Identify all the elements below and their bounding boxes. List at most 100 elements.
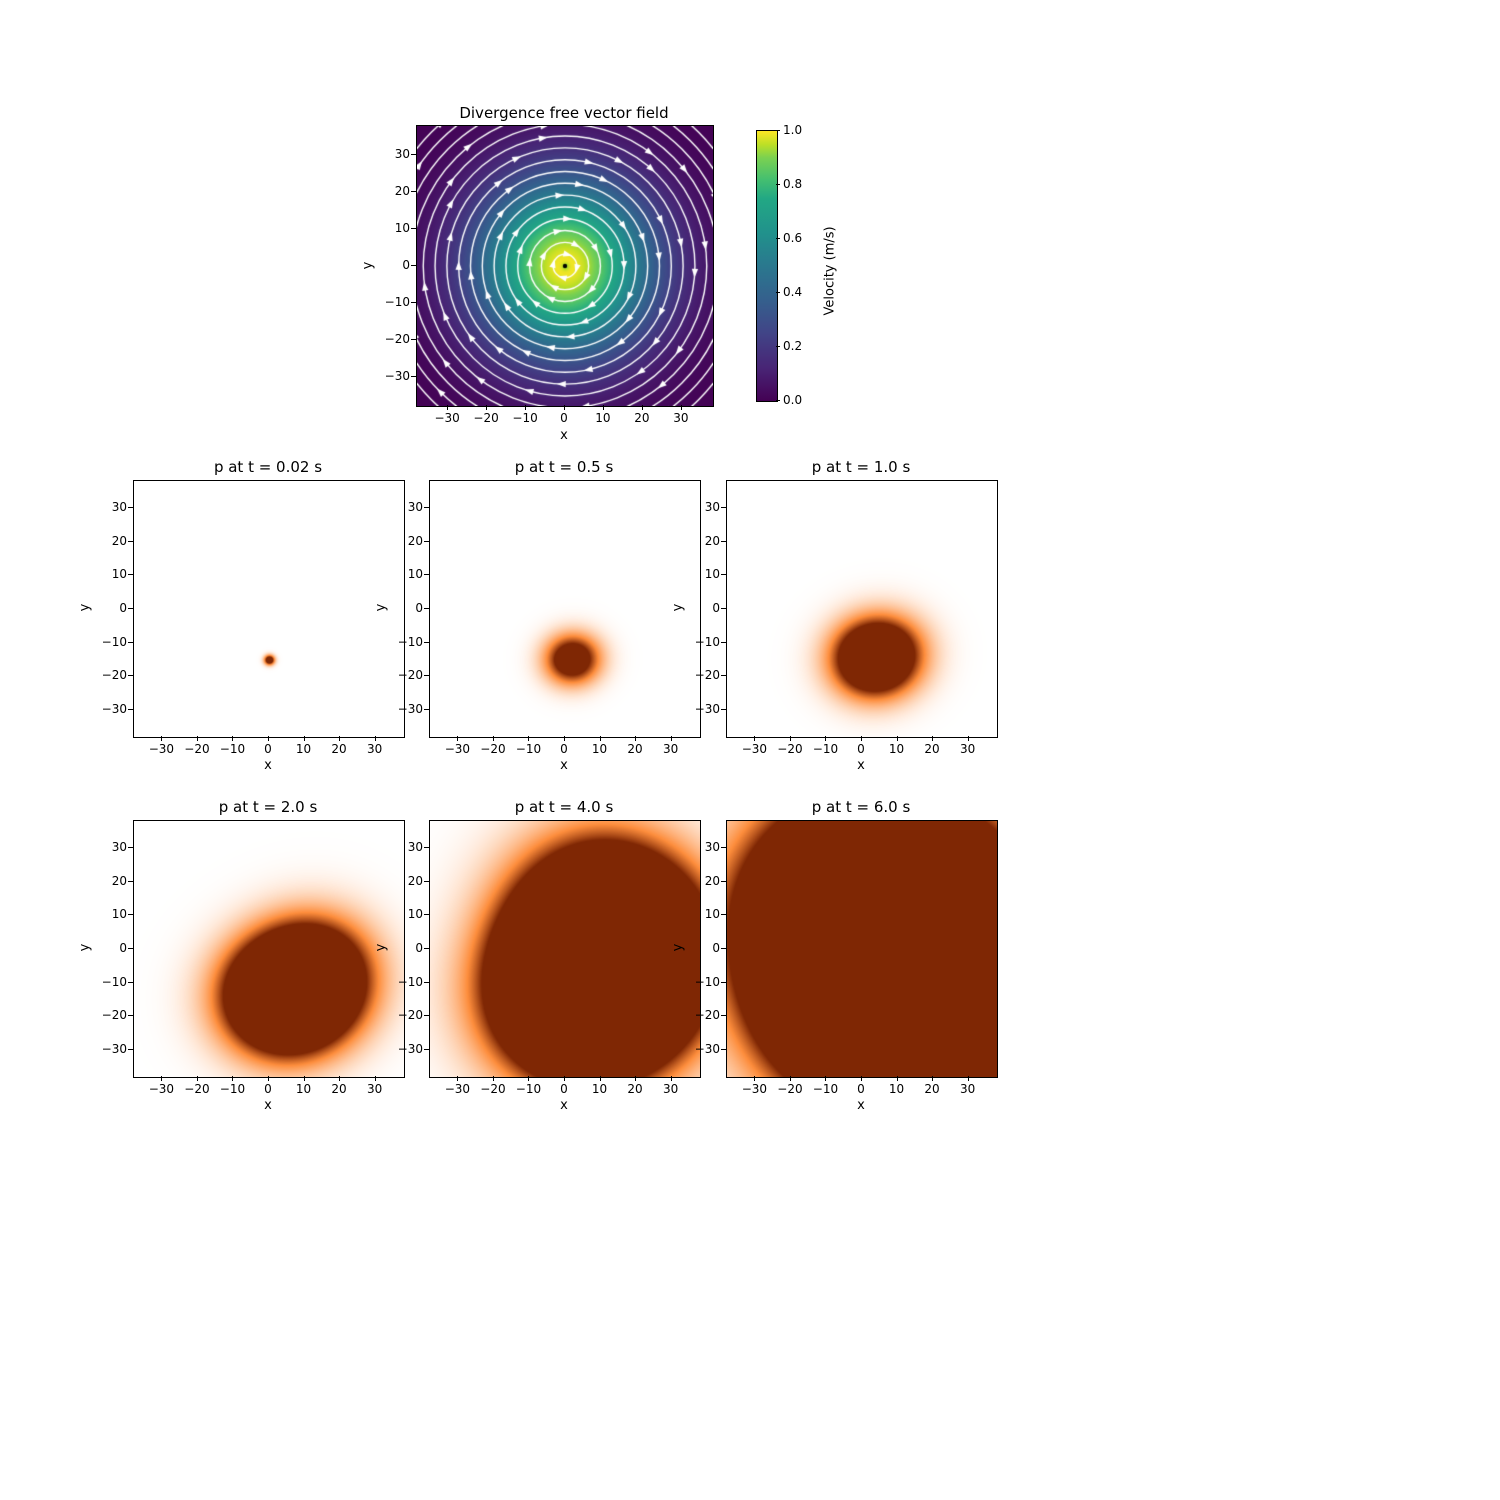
xtick-mark [564,1076,565,1081]
ytick-mark [424,914,429,915]
ytick-mark [424,982,429,983]
ytick-label: 0 [99,941,127,955]
ytick-label: 10 [395,567,423,581]
xtick-mark [825,1076,826,1081]
ytick-mark [721,642,726,643]
xtick-label: −10 [220,1082,245,1096]
ytick-mark [721,608,726,609]
xtick-mark [161,1076,162,1081]
panel-title: p at t = 0.5 s [429,458,699,476]
xtick-label: −10 [813,742,838,756]
colorbar [756,130,778,402]
ytick-mark [721,881,726,882]
ytick-mark [128,847,133,848]
xtick-mark [790,736,791,741]
xtick-label: 20 [627,742,642,756]
xtick-mark [861,1076,862,1081]
colorbar-tick-label: 0.4 [783,285,802,299]
ytick-label: 10 [692,907,720,921]
ytick-label: 10 [692,567,720,581]
panel-ylabel: y [671,598,686,618]
xtick-mark [897,736,898,741]
xtick-mark [861,736,862,741]
ytick-label: −30 [395,702,423,716]
panel-plot-box [726,820,998,1078]
plume-canvas [727,481,997,737]
ytick-mark [424,507,429,508]
ytick-mark [128,709,133,710]
ytick-mark [424,1049,429,1050]
ytick-label: 10 [382,221,410,235]
ytick-mark [721,982,726,983]
xtick-mark [493,736,494,741]
ytick-label: 0 [382,258,410,272]
ytick-label: −10 [99,975,127,989]
ytick-mark [721,507,726,508]
colorbar-tick-label: 0.0 [783,393,802,407]
ytick-label: −20 [99,1008,127,1022]
xtick-label: 20 [331,1082,346,1096]
panel-xlabel: x [429,1098,699,1113]
ytick-mark [128,507,133,508]
xtick-mark [600,1076,601,1081]
xtick-label: 10 [889,742,904,756]
ytick-mark [128,948,133,949]
ytick-mark [411,228,416,229]
ytick-mark [424,709,429,710]
xtick-mark [681,405,682,410]
ytick-label: 20 [395,534,423,548]
xtick-mark [304,1076,305,1081]
ytick-mark [411,302,416,303]
ytick-mark [128,642,133,643]
xtick-label: −20 [480,1082,505,1096]
ytick-mark [424,574,429,575]
xtick-mark [375,1076,376,1081]
panel-title: p at t = 4.0 s [429,798,699,816]
xtick-mark [304,736,305,741]
xtick-mark [932,736,933,741]
ytick-label: −20 [382,332,410,346]
xtick-mark [600,736,601,741]
ytick-label: −10 [99,635,127,649]
xtick-label: −30 [445,1082,470,1096]
ytick-mark [424,1015,429,1016]
xtick-label: −30 [434,411,459,425]
xtick-mark [635,1076,636,1081]
xtick-mark [375,736,376,741]
xtick-mark [528,1076,529,1081]
top-plot-box [416,125,714,407]
colorbar-tick [776,238,780,239]
ytick-label: 30 [692,840,720,854]
xtick-mark [790,1076,791,1081]
ytick-label: −10 [692,635,720,649]
ytick-label: 0 [692,601,720,615]
xtick-mark [968,1076,969,1081]
xtick-label: 10 [889,1082,904,1096]
xtick-label: 30 [663,742,678,756]
ytick-label: 20 [382,184,410,198]
ytick-mark [411,154,416,155]
xtick-mark [754,1076,755,1081]
ytick-mark [128,608,133,609]
plume-canvas [430,481,700,737]
xtick-label: −20 [184,1082,209,1096]
xtick-mark [232,736,233,741]
ytick-label: 20 [99,874,127,888]
ytick-label: −30 [692,1042,720,1056]
xtick-label: 0 [264,1082,272,1096]
ytick-label: 30 [382,147,410,161]
ytick-mark [424,881,429,882]
ytick-label: −10 [395,975,423,989]
xtick-label: −10 [813,1082,838,1096]
panel-plot-box [133,820,405,1078]
panel-ylabel: y [374,598,389,618]
xtick-mark [493,1076,494,1081]
plume-canvas [134,821,404,1077]
ytick-mark [128,574,133,575]
ytick-mark [411,376,416,377]
xtick-label: −30 [149,1082,174,1096]
xtick-label: 20 [331,742,346,756]
ytick-mark [424,847,429,848]
ytick-label: −10 [395,635,423,649]
ytick-label: 0 [692,941,720,955]
